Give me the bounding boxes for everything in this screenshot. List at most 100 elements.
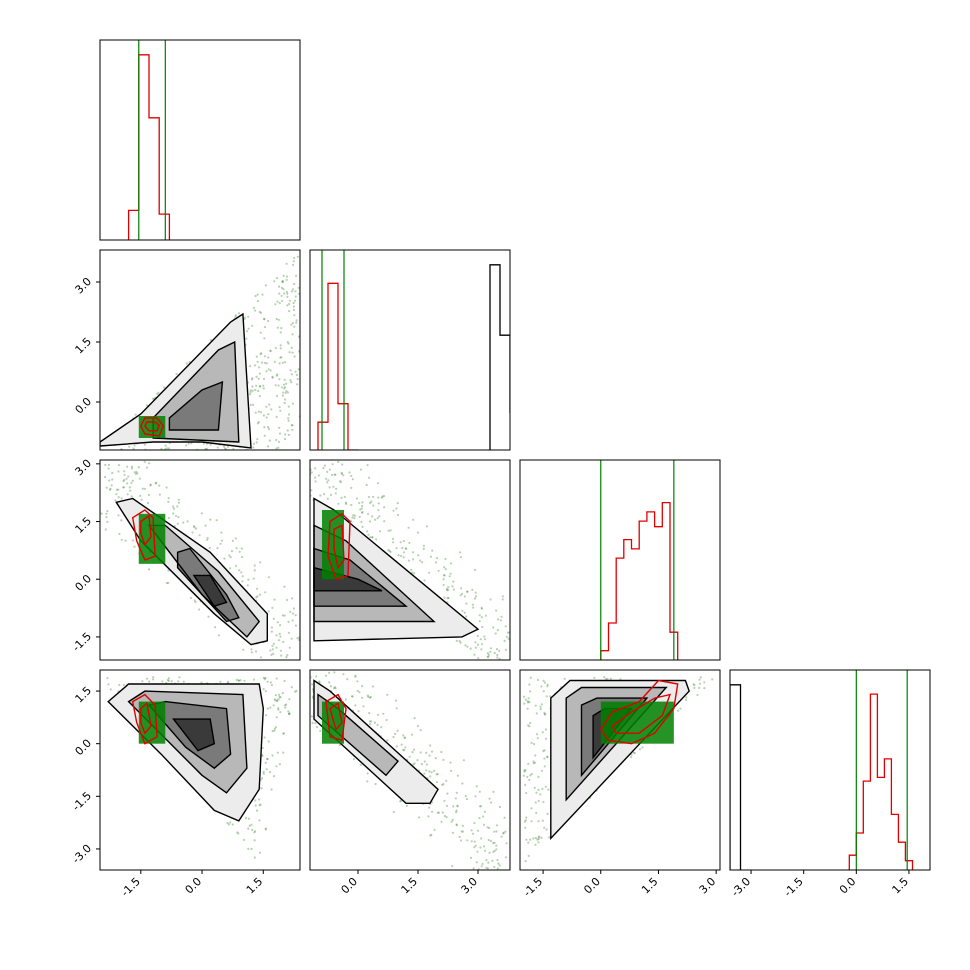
sample-point xyxy=(161,680,164,683)
sample-point xyxy=(466,590,469,593)
sample-point xyxy=(291,351,294,354)
sample-point xyxy=(123,473,126,476)
sample-point xyxy=(395,745,398,748)
sample-point xyxy=(460,587,463,590)
sample-point xyxy=(396,513,400,517)
sample-point xyxy=(166,678,169,682)
sample-point xyxy=(476,634,479,638)
sample-point xyxy=(290,373,293,376)
sample-point xyxy=(487,655,490,658)
sample-point xyxy=(356,680,359,683)
sample-point xyxy=(265,768,268,771)
sample-point xyxy=(535,811,538,815)
sample-point xyxy=(314,480,317,483)
sample-point xyxy=(416,531,420,534)
sample-point xyxy=(262,384,265,387)
sample-point xyxy=(237,679,241,682)
sample-point xyxy=(291,402,294,405)
sample-point xyxy=(489,647,493,650)
sample-point xyxy=(545,695,548,698)
sample-point xyxy=(445,779,448,782)
sample-point xyxy=(543,757,546,760)
sample-point xyxy=(262,772,265,775)
sample-point xyxy=(291,424,294,427)
sample-point xyxy=(447,596,450,600)
sample-point xyxy=(435,773,438,776)
sample-point xyxy=(286,654,289,657)
sample-point xyxy=(275,415,278,418)
sample-point xyxy=(117,496,120,499)
sample-point xyxy=(125,477,128,480)
sample-point xyxy=(684,698,688,702)
sample-point xyxy=(268,403,271,406)
sample-point xyxy=(149,484,152,487)
sample-point xyxy=(546,685,549,688)
sample-point xyxy=(160,447,163,450)
sample-point xyxy=(540,769,544,772)
sample-point xyxy=(504,625,507,628)
sample-point xyxy=(333,686,336,689)
sample-point xyxy=(265,362,268,365)
sample-point xyxy=(473,597,477,600)
sample-point xyxy=(478,620,481,623)
sample-point xyxy=(229,567,232,570)
sample-point xyxy=(271,606,274,610)
sample-point xyxy=(369,695,372,699)
sample-point xyxy=(249,365,252,368)
sample-point xyxy=(100,512,103,515)
sample-point xyxy=(231,539,234,543)
sample-point xyxy=(480,648,483,651)
sample-point xyxy=(296,378,299,381)
sample-point xyxy=(451,818,454,822)
sample-point xyxy=(501,598,504,601)
sample-point xyxy=(495,609,498,612)
sample-point xyxy=(361,685,364,688)
sample-point xyxy=(281,280,284,284)
sample-point xyxy=(148,680,151,683)
sample-point xyxy=(251,377,254,380)
sample-point xyxy=(524,826,527,829)
sample-point xyxy=(632,751,635,754)
sample-point xyxy=(486,867,489,870)
sample-point xyxy=(285,278,288,281)
sample-point xyxy=(534,754,537,757)
sample-point xyxy=(537,837,540,841)
sample-point xyxy=(525,791,528,795)
sample-point xyxy=(254,388,257,392)
sample-point xyxy=(270,630,273,633)
sample-point xyxy=(278,378,281,381)
sample-point xyxy=(504,856,508,859)
sample-point xyxy=(246,584,249,587)
sample-point xyxy=(288,646,291,649)
sample-point xyxy=(402,734,405,737)
sample-point xyxy=(344,501,347,504)
black-contour xyxy=(168,380,224,431)
sample-point xyxy=(264,827,268,830)
sample-point xyxy=(279,344,282,347)
sample-point xyxy=(263,434,266,437)
sample-point xyxy=(263,317,266,321)
sample-point xyxy=(283,387,286,390)
sample-point xyxy=(143,443,146,446)
sample-point xyxy=(442,783,445,786)
sample-point xyxy=(537,788,540,792)
sample-point xyxy=(192,525,196,528)
sample-point xyxy=(226,821,229,825)
sample-point xyxy=(381,495,384,498)
sample-point xyxy=(209,443,212,446)
sample-point xyxy=(254,309,257,312)
sample-point xyxy=(403,736,406,739)
sample-point xyxy=(431,810,434,813)
sample-point xyxy=(352,758,355,761)
sample-point xyxy=(200,512,203,515)
sample-point xyxy=(369,520,372,523)
panel-frame xyxy=(309,249,511,451)
sample-point xyxy=(126,465,129,468)
sample-point xyxy=(460,830,463,833)
panel-plot-area xyxy=(310,460,510,660)
sample-point xyxy=(351,516,354,519)
sample-point xyxy=(281,299,284,303)
sample-point xyxy=(273,698,276,701)
sample-point xyxy=(292,308,295,311)
sample-point xyxy=(269,770,272,774)
